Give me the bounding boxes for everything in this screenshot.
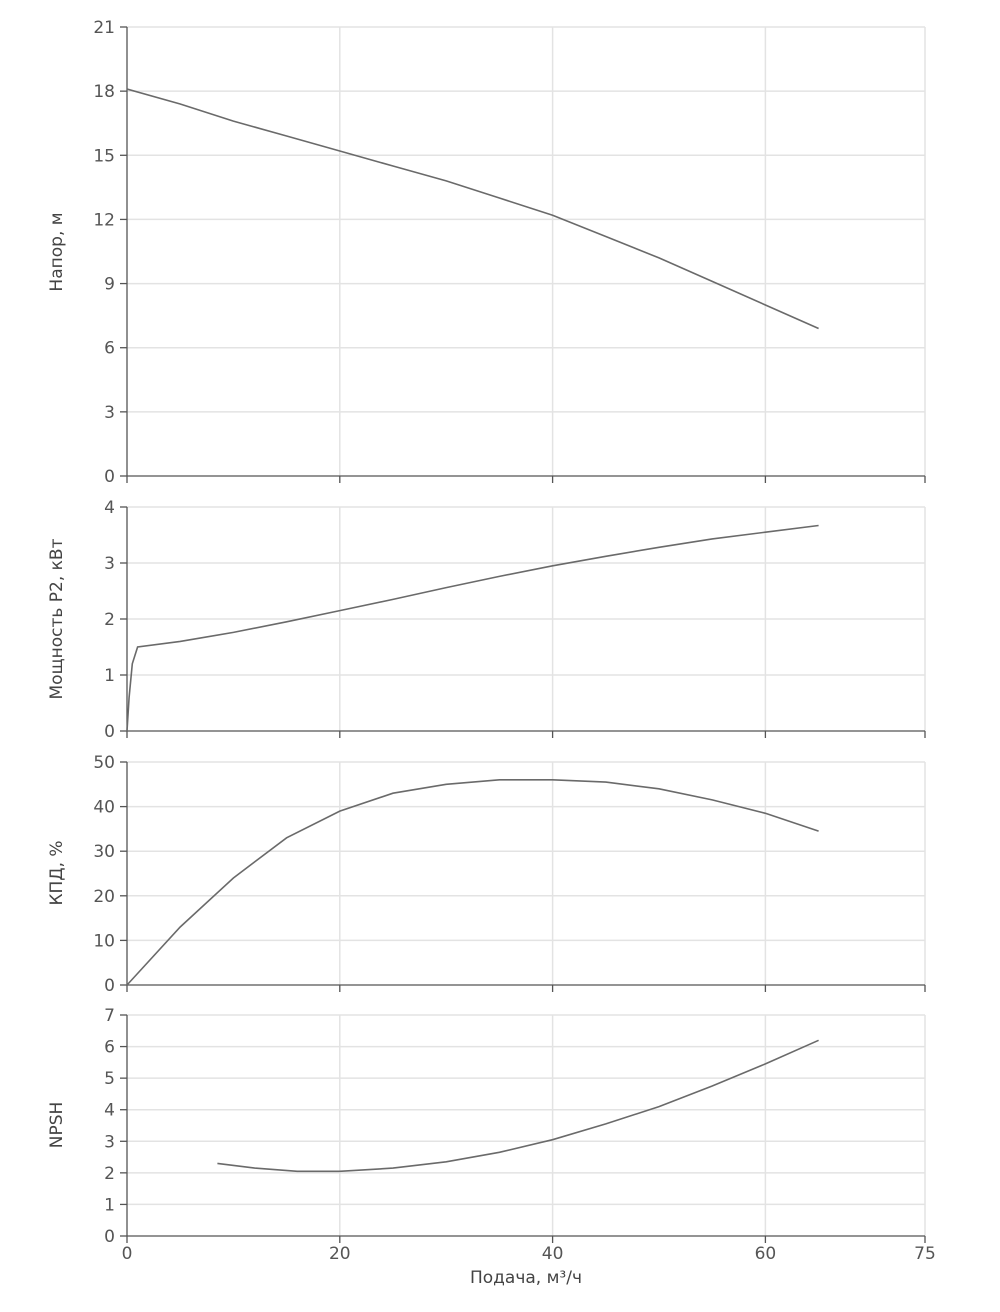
y-tick-label: 0 [104,976,115,996]
y-axis-label: NPSH [47,1102,67,1149]
chart-panel-2: 0 1 2 3 4 Мощность P2, кВт [47,498,926,742]
series-line-3 [126,778,819,986]
y-axis-label: Напор, м [47,212,67,291]
y-tick-label: 2 [104,1164,115,1184]
series-line-2 [126,524,819,732]
y-tick-label: 3 [104,554,115,574]
y-tick-label: 40 [93,798,115,818]
y-tick-label: 0 [104,722,115,742]
y-tick-label: 30 [93,842,115,862]
y-tick-label: 21 [93,18,115,38]
y-tick-label: 2 [104,610,115,630]
y-tick-label: 4 [104,1101,115,1121]
y-tick-label: 50 [93,753,115,773]
y-tick-label: 0 [104,467,115,487]
y-tick-label: 1 [104,666,115,686]
x-tick-label: 75 [914,1244,936,1264]
y-tick-label: 6 [104,339,115,359]
y-tick-label: 4 [104,498,115,518]
y-tick-label: 7 [104,1006,115,1026]
y-tick-label: 18 [93,82,115,102]
series-line-1 [126,88,819,330]
y-tick-label: 20 [93,887,115,907]
y-tick-label: 0 [104,1227,115,1247]
chart-panel-1: 0 3 6 9 12 15 18 21 Напор, м [47,18,926,487]
y-tick-label: 3 [104,403,115,423]
y-tick-label: 1 [104,1195,115,1215]
x-tick-label: 0 [122,1244,133,1264]
y-tick-label: 10 [93,931,115,951]
series-line-4 [217,1039,819,1173]
y-axis-label: КПД, % [47,840,67,905]
chart-panel-4: 0 1 2 3 4 5 6 7 NPSH 0 20 40 60 75 Подача, м³/ч [47,1006,936,1288]
y-axis-label: Мощность P2, кВт [47,538,67,699]
y-tick-label: 12 [93,210,115,230]
y-tick-label: 9 [104,275,115,295]
x-tick-label: 20 [329,1244,351,1264]
y-tick-label: 3 [104,1132,115,1152]
x-tick-label: 40 [542,1244,564,1264]
y-tick-label: 5 [104,1069,115,1089]
y-tick-label: 6 [104,1038,115,1058]
y-tick-label: 15 [93,146,115,166]
x-axis-label: Подача, м³/ч [470,1268,582,1288]
chart-panel-3: 0 10 20 30 40 50 КПД, % [47,753,926,996]
x-tick-label: 60 [755,1244,777,1264]
